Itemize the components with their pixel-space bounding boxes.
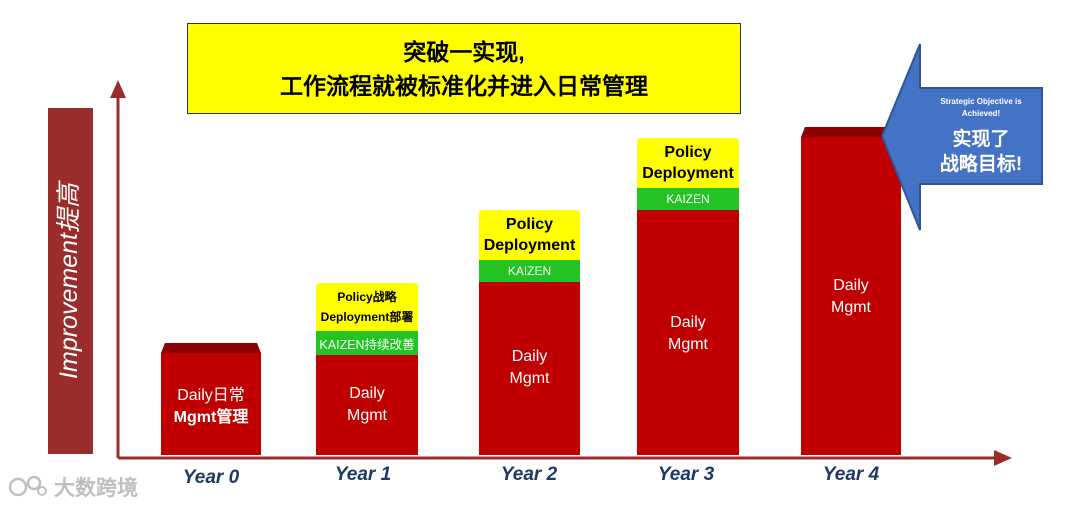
- bar-3-policy-line-2: Deployment: [642, 165, 734, 182]
- bar-3-daily-2: Mgmt: [668, 336, 708, 353]
- bar-3-policy-line-1: Policy: [664, 144, 712, 161]
- bar-3: Daily Mgmt: [637, 210, 739, 455]
- callout-arrow: [880, 43, 1043, 231]
- bar-3-policy: Policy Deployment: [637, 138, 739, 188]
- bar-3-kaizen: KAIZEN: [637, 188, 739, 210]
- callout-cn-line-1: 实现了: [952, 129, 1010, 150]
- y-axis-label-box: [48, 108, 93, 454]
- bar-3-daily-1: Daily: [670, 314, 706, 331]
- year-label-1: Year 1: [334, 464, 392, 485]
- bar-0-top: [161, 343, 261, 353]
- bar-1-policy-line-1: Policy战略: [337, 290, 397, 304]
- bar-4: Daily Mgmt: [801, 137, 901, 455]
- bar-2-policy: Policy Deployment: [479, 210, 580, 260]
- callout-en-line-2: Achieved!: [961, 109, 1001, 118]
- bar-4-top: [801, 127, 901, 137]
- banner-line-2: 工作流程就被标准化并进入日常管理: [280, 72, 648, 99]
- bar-0-line-1: Daily日常: [177, 387, 245, 404]
- bar-2-policy-line-1: Policy: [505, 216, 554, 233]
- x-axis-arrowhead: [994, 450, 1012, 466]
- year-label-4: Year 4: [822, 464, 880, 485]
- callout-en-line-1: Strategic Objective is: [940, 97, 1022, 106]
- logo-mark-icon: [8, 475, 47, 497]
- bar-4-daily-2: Mgmt: [831, 299, 871, 316]
- bar-1-policy: Policy战略 Deployment部署: [316, 283, 418, 331]
- bar-2-policy-line-2: Deployment: [483, 237, 576, 254]
- watermark-logo: 大数跨境: [8, 472, 138, 502]
- title-banner: 突破一实现, 工作流程就被标准化并进入日常管理: [187, 23, 741, 114]
- bar-2-daily-2: Mgmt: [509, 370, 550, 387]
- bar-2-daily-1: Daily: [511, 348, 548, 365]
- banner-line-1: 突破一实现,: [403, 38, 525, 65]
- bar-0-line-2: Mgmt管理: [173, 409, 249, 426]
- year-label-3: Year 3: [657, 464, 715, 485]
- bar-0: Daily日常 Mgmt管理: [161, 353, 261, 455]
- bar-1-daily-1: Daily: [349, 385, 385, 402]
- year-label-0: Year 0: [182, 467, 240, 488]
- callout-english: Strategic Objective is Achieved!: [922, 96, 1040, 120]
- bar-1: Daily Mgmt: [316, 355, 418, 455]
- bar-4-daily-1: Daily: [833, 277, 869, 294]
- bar-2-kaizen: KAIZEN: [479, 260, 580, 282]
- bar-1-policy-line-2: Deployment部署: [320, 310, 414, 324]
- bar-1-daily-2: Mgmt: [347, 407, 387, 424]
- bar-1-kaizen: KAIZEN持续改善: [316, 331, 418, 355]
- y-axis-arrowhead: [110, 80, 126, 98]
- callout-cn-line-2: 战略目标!: [939, 154, 1023, 175]
- year-label-2: Year 2: [500, 464, 558, 485]
- bar-2: Daily Mgmt: [479, 282, 580, 455]
- logo-text: 大数跨境: [54, 477, 138, 500]
- callout-chinese: 实现了 战略目标!: [922, 127, 1040, 177]
